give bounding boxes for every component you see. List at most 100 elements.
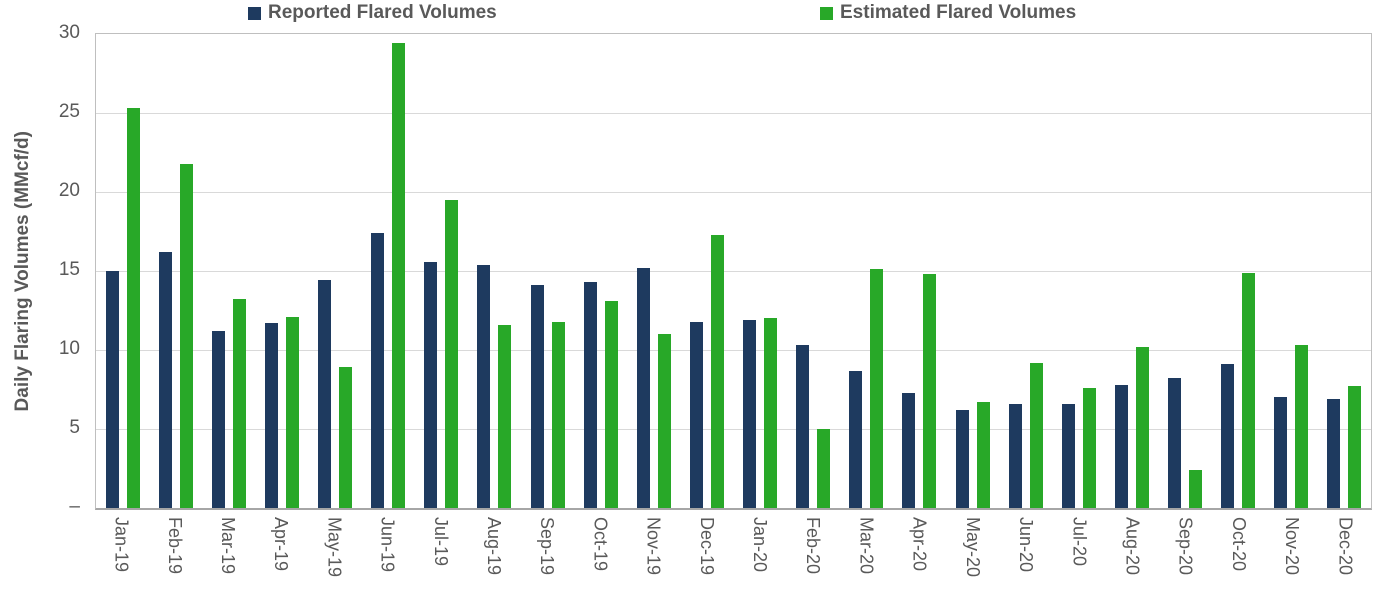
x-axis-label-slot: Aug-19 [467,517,520,605]
x-axis-tick-label: Dec-19 [696,517,717,576]
reported-legend-swatch-icon [248,6,261,20]
x-axis-tick-label: Mar-19 [218,517,238,575]
bar-cluster [1105,34,1158,508]
x-axis-label-slot: Mar-19 [201,517,254,605]
x-axis-label-slot: Jan-19 [95,517,148,605]
x-axis-tick-label: Aug-20 [1122,517,1143,576]
reported-bar [743,319,757,508]
reported-bar [1061,403,1075,508]
reported-bar [105,271,119,508]
bar-cluster [255,34,308,508]
x-axis-label-slot: Nov-19 [627,517,680,605]
reported-bar [318,280,332,508]
bar-cluster [680,34,733,508]
x-axis-tick-label: Jun-20 [1016,517,1037,573]
x-axis-label-slot: Jul-20 [1053,517,1106,605]
estimated-legend-swatch-icon [820,6,833,20]
estimated-bar [817,429,831,508]
legend-label-reported: Reported Flared Volumes [268,2,497,23]
y-axis-tick-label: 30 [58,22,80,43]
x-axis-label-slot: Jun-19 [361,517,414,605]
x-axis-label-slot: May-19 [308,517,361,605]
x-axis-tick-label: Dec-20 [1335,517,1356,576]
y-axis-tick-label: – [69,496,80,517]
bar-cluster [468,34,521,508]
reported-bar [424,261,438,508]
plot-area [95,33,1372,510]
bar-clusters [96,34,1371,508]
x-axis-tick-label: Sep-19 [537,517,558,576]
reported-bar [1327,398,1341,508]
y-axis-tick-label: 15 [58,259,80,280]
bar-cluster [362,34,415,508]
bar-cluster [202,34,255,508]
x-axis-tick-label: Jan-20 [750,517,771,573]
estimated-bar [445,199,459,508]
estimated-bar [1295,345,1309,508]
bar-cluster [96,34,149,508]
reported-bar [849,370,863,508]
estimated-bar [657,334,671,508]
bar-cluster [574,34,627,508]
x-axis-tick-label: Jul-20 [1069,517,1090,567]
x-axis-tick-label: Jan-19 [111,517,132,573]
x-axis-label-slot: May-20 [946,517,999,605]
x-axis-label-slot: Aug-20 [1106,517,1159,605]
estimated-bar [1189,470,1203,508]
reported-bar [211,331,225,508]
estimated-bar [232,299,246,508]
x-axis-tick-label: Jun-19 [377,517,398,573]
x-axis-tick-label: May-20 [962,517,983,578]
x-axis-label-slot: Oct-20 [1212,517,1265,605]
bar-cluster [1265,34,1318,508]
reported-bar [264,323,278,508]
reported-bar [1221,364,1235,508]
bar-cluster [149,34,202,508]
estimated-bar [285,316,299,508]
bar-cluster [893,34,946,508]
estimated-bar [179,163,193,508]
x-axis-label-slot: Dec-19 [680,517,733,605]
estimated-bar [1082,387,1096,508]
gridline [96,112,1371,114]
reported-bar [583,282,597,508]
bar-cluster [627,34,680,508]
estimated-bar [1348,386,1362,508]
x-axis-tick-label: Apr-20 [909,517,930,572]
gridline [96,349,1371,351]
bar-cluster [946,34,999,508]
reported-bar [1008,403,1022,508]
y-axis-tick-label: 10 [58,338,80,359]
estimated-bar [551,321,565,508]
x-axis-label-slot: Oct-19 [574,517,627,605]
reported-bar [1274,397,1288,508]
reported-bar [902,392,916,508]
x-axis-tick-label: Sep-20 [1175,517,1196,576]
x-axis-label-slot: Feb-19 [148,517,201,605]
estimated-bar [870,269,884,508]
estimated-bar [923,274,937,508]
x-axis-label-slot: Jul-19 [414,517,467,605]
gridline [96,270,1371,272]
estimated-bar [339,367,353,508]
x-axis-tick-labels: Jan-19 Feb-19 Mar-19 Apr-19 May-19 Jun-19 Jul-… [95,517,1372,605]
bar-cluster [1212,34,1265,508]
x-axis-label-slot: Jun-20 [999,517,1052,605]
estimated-bar [1029,362,1043,508]
gridline [96,428,1371,430]
estimated-bar [1242,272,1256,508]
x-axis-label-slot: Sep-20 [1159,517,1212,605]
reported-bar [371,233,385,508]
x-axis-tick-label: Nov-20 [1282,517,1303,576]
bar-cluster [840,34,893,508]
estimated-bar [976,402,990,508]
x-axis-tick-label: Jul-19 [430,517,451,567]
y-axis-tick-label: 5 [69,417,80,438]
x-axis-tick-label: Feb-20 [803,517,824,575]
x-axis-tick-label: May-19 [324,517,345,578]
x-axis-tick-label: Oct-20 [1228,517,1249,572]
reported-bar [796,345,810,508]
legend-item-reported: Reported Flared Volumes [248,0,497,26]
legend-label-estimated: Estimated Flared Volumes [840,2,1077,23]
